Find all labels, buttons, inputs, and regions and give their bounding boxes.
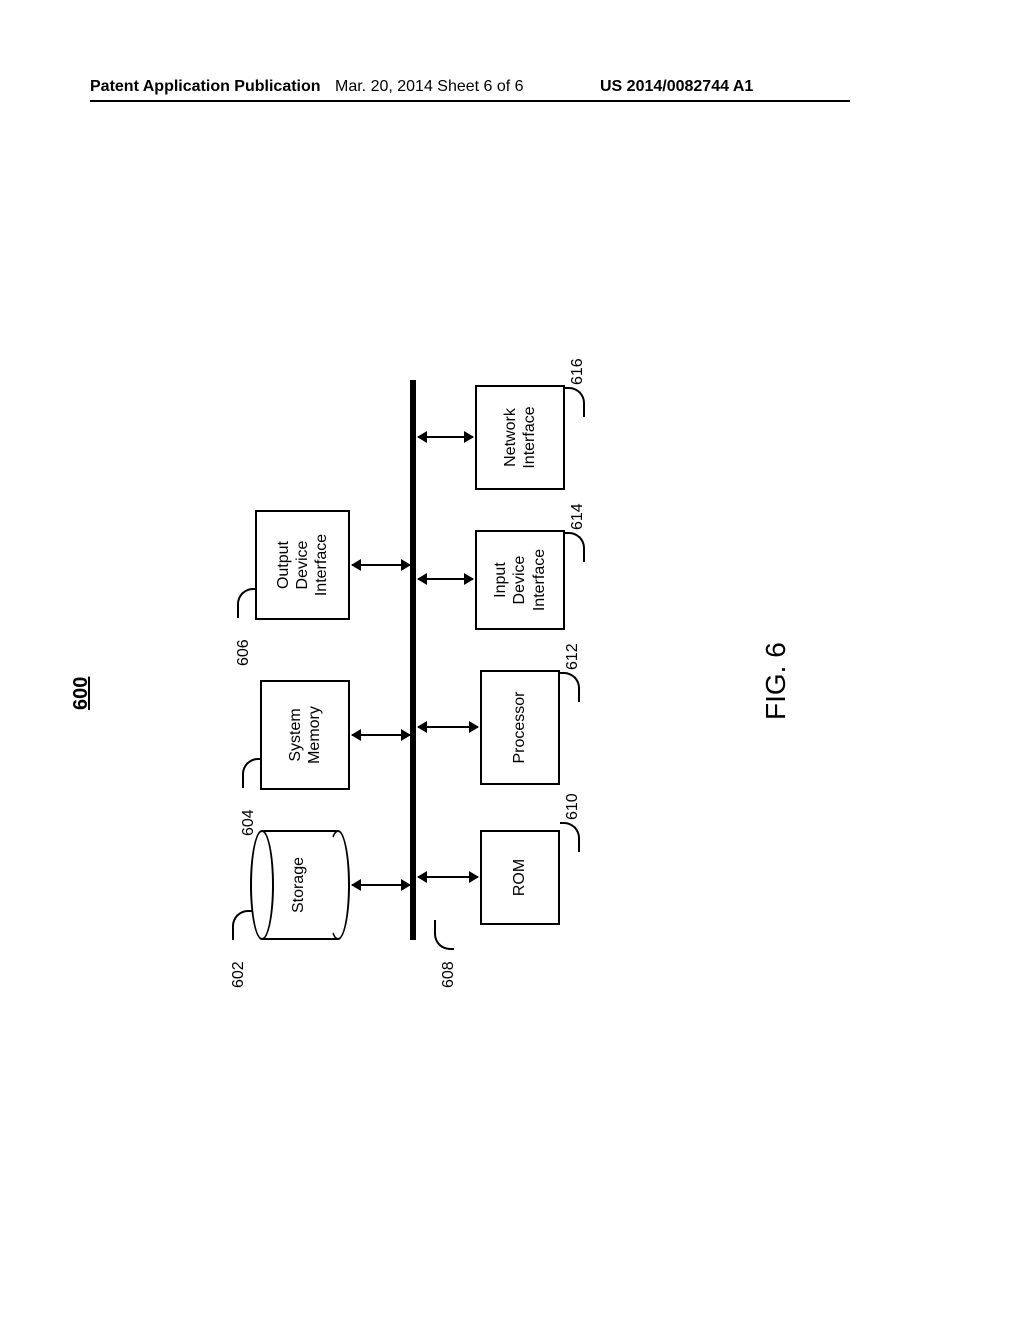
arrow-sysmem-bus	[352, 734, 410, 736]
ref-lead-610	[560, 822, 580, 852]
ref-label-608: 608	[440, 961, 458, 988]
node-system-memory: System Memory	[260, 680, 350, 790]
ref-label-616: 616	[569, 358, 587, 385]
node-processor: Processor	[480, 670, 560, 785]
node-input-device-interface: Input Device Interface	[475, 530, 565, 630]
ref-label-614: 614	[569, 503, 587, 530]
system-block-diagram: 600 608 Storage 602 System Memory 604 Ou…	[100, 360, 820, 960]
node-rom: ROM	[480, 830, 560, 925]
page: Patent Application Publication Mar. 20, …	[0, 0, 1024, 1320]
node-storage-label: Storage	[290, 830, 308, 940]
arrow-rom-bus	[418, 876, 478, 878]
arrow-storage-bus	[352, 884, 410, 886]
ref-lead-608	[434, 920, 454, 950]
header-date-sheet: Mar. 20, 2014 Sheet 6 of 6	[335, 78, 524, 96]
ref-label-612: 612	[564, 643, 582, 670]
node-storage: Storage	[250, 830, 350, 940]
figure-title: FIG. 6	[760, 642, 792, 720]
header-rule	[90, 100, 850, 102]
node-network-interface: Network Interface	[475, 385, 565, 490]
ref-lead-606	[237, 588, 257, 618]
ref-lead-602	[232, 910, 252, 940]
ref-lead-614	[565, 532, 585, 562]
arrow-netif-bus	[418, 436, 473, 438]
ref-label-602: 602	[230, 961, 248, 988]
ref-label-610: 610	[564, 793, 582, 820]
arrow-indev-bus	[418, 578, 473, 580]
ref-lead-616	[565, 387, 585, 417]
system-bus	[410, 380, 416, 940]
header-pub-number: US 2014/0082744 A1	[600, 78, 753, 96]
header-publication: Patent Application Publication	[90, 78, 321, 96]
figure-reference-600: 600	[70, 677, 93, 710]
arrow-outdev-bus	[352, 564, 410, 566]
ref-label-606: 606	[235, 639, 253, 666]
arrow-processor-bus	[418, 726, 478, 728]
node-output-device-interface: Output Device Interface	[255, 510, 350, 620]
ref-label-604: 604	[240, 809, 258, 836]
ref-lead-604	[242, 758, 262, 788]
ref-lead-612	[560, 672, 580, 702]
